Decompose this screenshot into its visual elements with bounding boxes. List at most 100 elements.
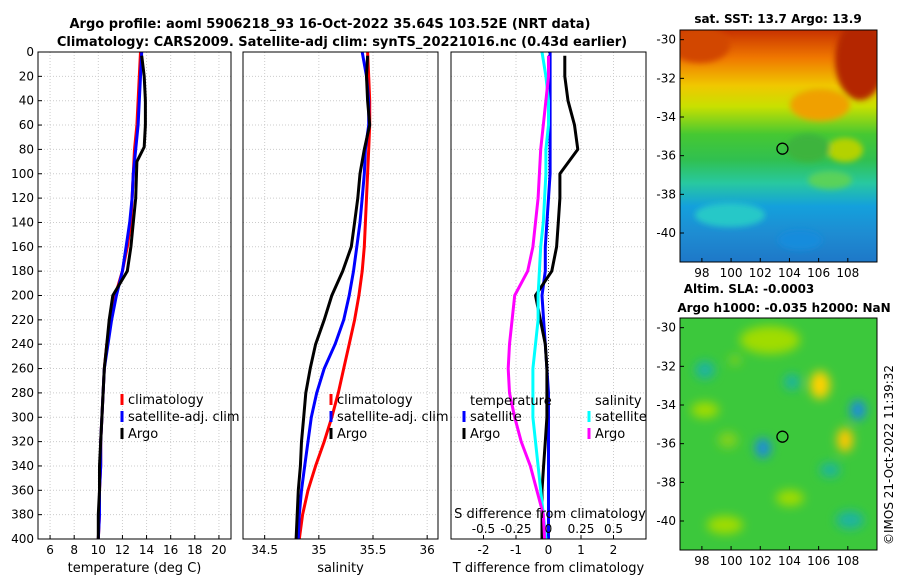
legend-salinity-title: salinity bbox=[595, 394, 642, 409]
legend-label: satellite-adj. clim bbox=[337, 410, 449, 425]
map-x-tick-label: 106 bbox=[807, 266, 830, 280]
difference-panel: -2 -1 0 1 2 T difference from climatology S di… bbox=[450, 51, 647, 576]
y-tick-label: 160 bbox=[11, 240, 34, 254]
x-tick-label: 20 bbox=[211, 543, 226, 557]
map-y-tick-label: -36 bbox=[656, 149, 676, 163]
map-x-tick-label: 102 bbox=[749, 266, 772, 280]
sla-map-frame bbox=[679, 317, 878, 551]
y-tick-label: 40 bbox=[19, 94, 34, 108]
legend-label: satellite bbox=[470, 410, 522, 425]
x-tick-label: 6 bbox=[46, 543, 54, 557]
legend-label: satellite bbox=[595, 410, 647, 425]
legend-label: Argo bbox=[337, 427, 367, 442]
x-axis-label: T difference from climatology bbox=[452, 561, 645, 576]
secondary-axis-label: S difference from climatology bbox=[454, 507, 646, 522]
y-tick-label: 340 bbox=[11, 459, 34, 473]
map-y-tick-label: -32 bbox=[656, 359, 676, 373]
y-tick-label: 100 bbox=[11, 167, 34, 181]
y-tick-label: 240 bbox=[11, 337, 34, 351]
map-y-tick-label: -34 bbox=[656, 110, 676, 124]
series-line-argo bbox=[294, 55, 372, 540]
sst-features bbox=[680, 30, 877, 250]
x-tick-label: 36 bbox=[420, 543, 435, 557]
map-y-tick-label: -32 bbox=[656, 71, 676, 85]
legend-label: climatology bbox=[337, 393, 413, 408]
y-tick-label: 120 bbox=[11, 191, 34, 205]
secondary-tick-label: -0.5 bbox=[472, 522, 495, 536]
x-tick-label: 8 bbox=[70, 543, 78, 557]
sla-features bbox=[691, 326, 866, 534]
map-y-tick-label: -30 bbox=[656, 321, 676, 335]
x-tick-label: 18 bbox=[187, 543, 202, 557]
map-y-tick-label: -30 bbox=[656, 33, 676, 47]
argo-location-marker bbox=[776, 142, 789, 155]
y-tick-label: 80 bbox=[19, 142, 34, 156]
x-tick-label: 1 bbox=[577, 543, 585, 557]
series-line-temperature-satellite bbox=[540, 52, 552, 539]
sla-map-title-1: Altim. SLA: -0.0003 bbox=[684, 282, 815, 296]
x-tick-label: 0 bbox=[545, 543, 553, 557]
map-x-tick-label: 98 bbox=[694, 554, 709, 568]
secondary-tick-label: -0.25 bbox=[500, 522, 531, 536]
map-x-tick-label: 104 bbox=[778, 554, 801, 568]
secondary-tick-label: 0 bbox=[545, 522, 553, 536]
y-tick-label: 180 bbox=[11, 264, 34, 278]
y-tick-label: 380 bbox=[11, 508, 34, 522]
x-tick-label: 10 bbox=[91, 543, 106, 557]
secondary-tick-label: 0.25 bbox=[568, 522, 595, 536]
x-tick-label: -2 bbox=[478, 543, 490, 557]
plot-frame bbox=[242, 51, 439, 540]
x-tick-label: -1 bbox=[510, 543, 522, 557]
x-tick-label: 34.5 bbox=[251, 543, 278, 557]
argo-location-marker-sla bbox=[776, 430, 789, 443]
series-line-temperature-argo bbox=[534, 55, 580, 539]
sla-map bbox=[680, 318, 877, 550]
secondary-tick-label: 0.5 bbox=[604, 522, 623, 536]
sst-map bbox=[680, 30, 877, 262]
x-tick-label: 14 bbox=[139, 543, 154, 557]
legend-label: satellite-adj. clim bbox=[128, 410, 240, 425]
legend-label: Argo bbox=[470, 427, 500, 442]
x-tick-label: 35.5 bbox=[360, 543, 387, 557]
legend-label: climatology bbox=[128, 393, 204, 408]
y-tick-label: 20 bbox=[19, 69, 34, 83]
y-tick-label: 280 bbox=[11, 386, 34, 400]
series-line-salinity-argo bbox=[506, 55, 550, 540]
map-x-tick-label: 104 bbox=[778, 266, 801, 280]
sst-map-title: sat. SST: 13.7 Argo: 13.9 bbox=[694, 12, 861, 26]
x-tick-label: 12 bbox=[115, 543, 130, 557]
map-y-tick-label: -36 bbox=[656, 437, 676, 451]
y-tick-label: 200 bbox=[11, 289, 34, 303]
y-tick-label: 360 bbox=[11, 483, 34, 497]
x-axis-label: salinity bbox=[317, 561, 364, 576]
map-x-tick-label: 108 bbox=[836, 266, 859, 280]
map-y-tick-label: -40 bbox=[656, 226, 676, 240]
legend-temperature-title: temperature bbox=[470, 394, 552, 409]
map-x-tick-label: 108 bbox=[836, 554, 859, 568]
x-tick-label: 35 bbox=[311, 543, 326, 557]
map-y-tick-label: -34 bbox=[656, 398, 676, 412]
copyright-stamp: ©IMOS 21-Oct-2022 11:39:32 bbox=[882, 365, 896, 545]
series-line-argo bbox=[96, 55, 147, 539]
x-axis-label: temperature (deg C) bbox=[68, 561, 202, 576]
y-tick-label: 300 bbox=[11, 410, 34, 424]
y-tick-label: 140 bbox=[11, 215, 34, 229]
series-line-salinity-satellite bbox=[531, 51, 550, 540]
sst-map-frame bbox=[679, 29, 878, 263]
y-tick-label: 260 bbox=[11, 362, 34, 376]
map-y-tick-label: -40 bbox=[656, 514, 676, 528]
figure-title-line1: Argo profile: aoml 5906218_93 16-Oct-202… bbox=[70, 17, 591, 32]
y-tick-label: 320 bbox=[11, 435, 34, 449]
y-tick-label: 0 bbox=[26, 45, 34, 59]
map-x-tick-label: 100 bbox=[720, 266, 743, 280]
plot-frame bbox=[450, 51, 647, 540]
legend-label: Argo bbox=[128, 427, 158, 442]
map-x-tick-label: 102 bbox=[749, 554, 772, 568]
map-x-tick-label: 98 bbox=[694, 266, 709, 280]
y-tick-label: 400 bbox=[11, 532, 34, 546]
salinity-panel: 34.5 35 35.5 36 salinity climatology satellite… bbox=[242, 51, 449, 576]
x-tick-label: 2 bbox=[610, 543, 618, 557]
legend-label: Argo bbox=[595, 427, 625, 442]
temperature-panel: 6 8 10 12 14 16 18 20 temperature (deg C) 0 20 40 60… bbox=[11, 45, 240, 576]
